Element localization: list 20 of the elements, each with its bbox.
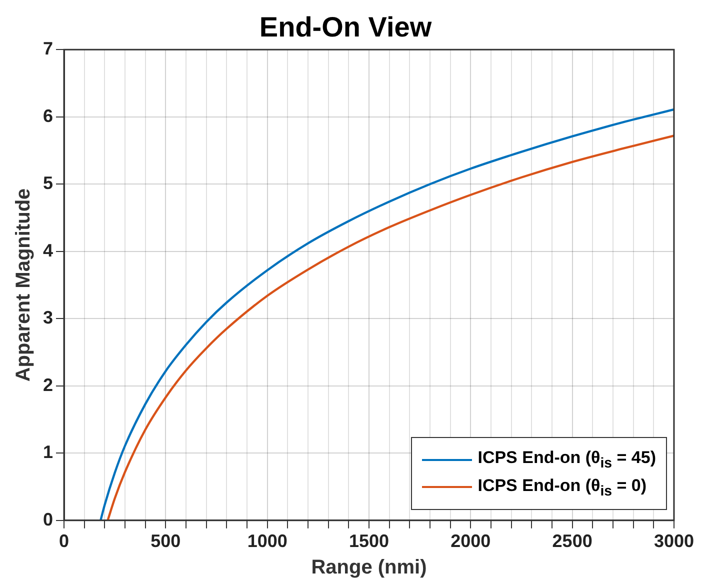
x-tick-label: 3000 [654,531,694,552]
chart-title: End-On View [259,12,432,43]
y-tick-label: 1 [42,442,54,462]
x-tick-label: 1000 [247,531,288,552]
y-tick-label: 5 [42,173,54,194]
y-tick-label: 2 [42,374,54,395]
x-tick-label: 0 [59,531,70,552]
y-tick-label: 3 [42,308,54,328]
y-tick-label: 0 [42,509,54,530]
y-tick-label: 7 [42,38,54,59]
x-tick-label: 1500 [348,531,390,552]
y-axis-title: Apparent Magnitude [12,188,35,382]
y-tick-label: 6 [42,106,54,126]
x-tick-label: 2000 [450,531,491,552]
x-tick-label: 500 [150,531,181,552]
x-tick-label: 2500 [552,531,592,552]
x-axis-title: Range (nmi) [311,556,427,579]
y-tick-label: 4 [42,240,54,260]
legend-label: ICPS End-on (θ$_{is}$ = 45) [478,448,656,472]
legend-label: ICPS End-on (θ$_{is}$ = 0) [478,476,647,499]
